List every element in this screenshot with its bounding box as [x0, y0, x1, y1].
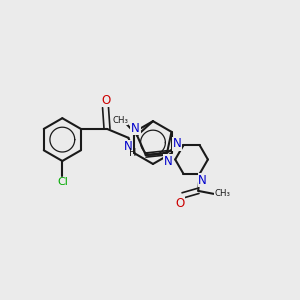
- Text: N: N: [198, 174, 207, 187]
- Text: H: H: [130, 148, 137, 158]
- Text: O: O: [175, 197, 184, 210]
- Text: N: N: [164, 154, 173, 168]
- Text: O: O: [101, 94, 110, 106]
- Text: CH₃: CH₃: [214, 189, 230, 198]
- Text: N: N: [124, 140, 133, 153]
- Text: CH₃: CH₃: [112, 116, 128, 125]
- Text: N: N: [131, 122, 140, 135]
- Text: Cl: Cl: [57, 177, 68, 188]
- Text: N: N: [172, 137, 181, 150]
